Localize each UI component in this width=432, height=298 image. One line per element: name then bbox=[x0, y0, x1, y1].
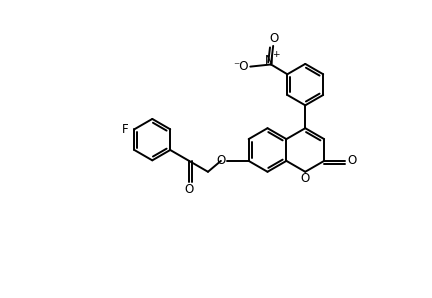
Text: O: O bbox=[216, 154, 226, 167]
Text: ⁻O: ⁻O bbox=[234, 60, 249, 73]
Text: F: F bbox=[122, 123, 129, 136]
Text: O: O bbox=[347, 154, 356, 167]
Text: N: N bbox=[265, 54, 273, 67]
Text: O: O bbox=[270, 32, 279, 46]
Text: O: O bbox=[184, 183, 194, 196]
Text: +: + bbox=[272, 50, 280, 59]
Text: O: O bbox=[301, 172, 310, 185]
